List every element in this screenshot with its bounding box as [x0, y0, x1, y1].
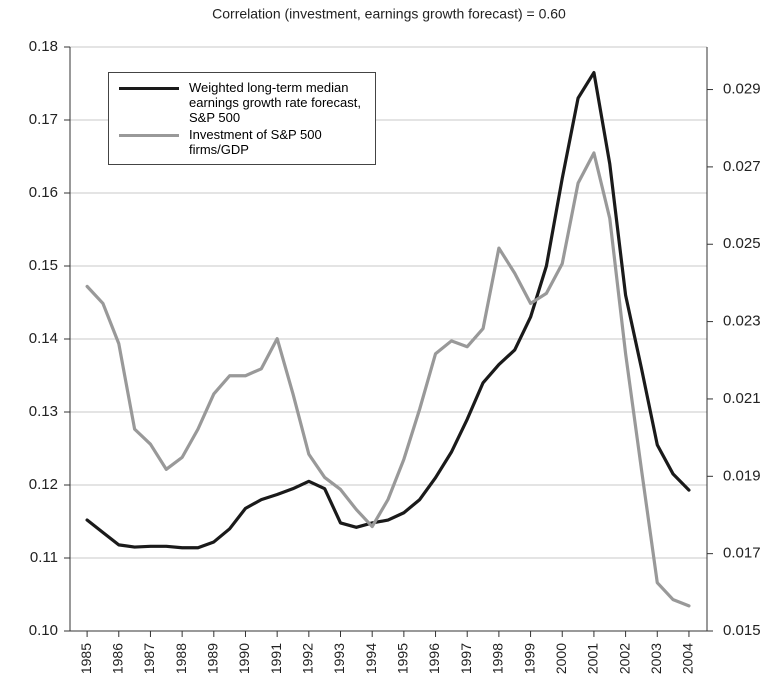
x-tick-label: 2001: [585, 643, 601, 674]
x-tick-label: 1993: [331, 643, 347, 674]
x-tick-label: 2003: [648, 643, 664, 674]
y2-tick-label: 0.025: [723, 235, 761, 252]
x-tick-label: 2004: [680, 643, 696, 674]
x-tick-label: 1999: [521, 643, 537, 674]
y-tick-label: 0.18: [29, 38, 58, 55]
legend-swatch: [119, 134, 179, 137]
x-tick-label: 1998: [490, 643, 506, 674]
y2-tick-label: 0.023: [723, 313, 761, 330]
y-tick-label: 0.15: [29, 257, 58, 274]
x-tick-label: 1986: [109, 643, 125, 674]
x-tick-label: 1990: [236, 643, 252, 674]
x-tick-label: 1995: [395, 643, 411, 674]
y-tick-label: 0.12: [29, 476, 58, 493]
x-tick-label: 1996: [426, 643, 442, 674]
y-tick-label: 0.17: [29, 111, 58, 128]
y2-tick-label: 0.021: [723, 390, 761, 407]
legend-entry: Weighted long-term median earnings growt…: [109, 80, 375, 125]
x-tick-label: 1994: [363, 643, 379, 674]
x-tick-label: 2000: [553, 643, 569, 674]
x-tick-label: 1988: [173, 643, 189, 674]
y2-tick-label: 0.019: [723, 467, 761, 484]
y-tick-label: 0.16: [29, 184, 58, 201]
y2-tick-label: 0.017: [723, 545, 761, 562]
legend-label: Weighted long-term median earnings growt…: [189, 80, 361, 125]
y-tick-label: 0.13: [29, 403, 58, 420]
legend-label: Investment of S&P 500 firms/GDP: [189, 127, 322, 157]
y-tick-label: 0.11: [30, 549, 58, 566]
legend: Weighted long-term median earnings growt…: [108, 72, 376, 165]
x-tick-label: 2002: [616, 643, 632, 674]
chart-title: Correlation (investment, earnings growth…: [212, 6, 566, 22]
y-tick-label: 0.10: [29, 622, 58, 639]
x-tick-label: 1985: [78, 643, 94, 674]
legend-swatch: [119, 87, 179, 90]
x-tick-label: 1997: [458, 643, 474, 674]
x-tick-label: 1989: [205, 643, 221, 674]
legend-entry: Investment of S&P 500 firms/GDP: [109, 127, 375, 157]
x-tick-label: 1991: [268, 643, 284, 674]
x-tick-label: 1992: [300, 643, 316, 674]
y2-tick-label: 0.015: [723, 622, 761, 639]
x-tick-label: 1987: [141, 643, 157, 674]
y-tick-label: 0.14: [29, 330, 58, 347]
line-series: [85, 70, 691, 550]
y2-tick-label: 0.027: [723, 158, 761, 175]
line-series: [85, 151, 691, 608]
y2-tick-label: 0.029: [723, 81, 761, 98]
